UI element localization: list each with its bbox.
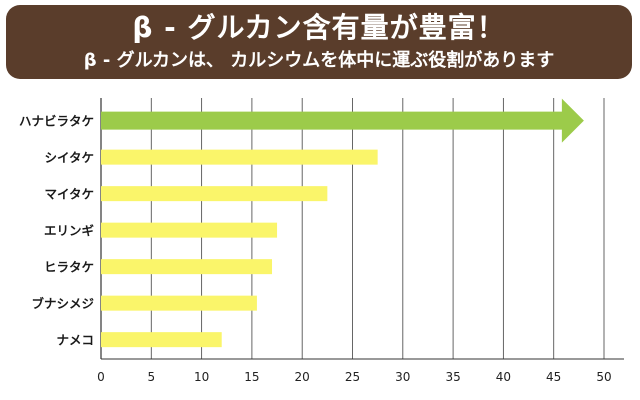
x-tick-label: 5 — [147, 370, 155, 384]
x-tick-label: 45 — [546, 370, 561, 384]
x-tick-label: 50 — [596, 370, 611, 384]
category-label: エリンギ — [44, 223, 95, 238]
x-tick-label: 40 — [496, 370, 511, 384]
bar — [101, 259, 273, 275]
category-label: ブナシメジ — [31, 296, 94, 311]
x-tick-label: 0 — [97, 370, 105, 384]
category-label: ハナビラタケ — [19, 114, 94, 129]
x-tick-label: 25 — [345, 370, 360, 384]
chart-title: β - グルカン含有量が豊富！ — [132, 11, 506, 44]
x-tick-label: 15 — [244, 370, 259, 384]
chart-subtitle: β - グルカンは、 カルシウムを体中に運ぶ役割があります — [83, 50, 555, 71]
bar-highlight-arrow — [101, 98, 584, 143]
bar — [101, 222, 278, 238]
bar — [101, 295, 257, 311]
category-label: ナメコ — [56, 333, 94, 348]
bar — [101, 332, 222, 348]
x-tick-label: 30 — [395, 370, 410, 384]
x-tick-label: 35 — [445, 370, 460, 384]
bar — [101, 186, 328, 202]
category-label: マイタケ — [44, 187, 94, 202]
bars-layer — [101, 98, 584, 348]
category-label: ヒラタケ — [44, 260, 94, 275]
title-banner: β - グルカン含有量が豊富！ β - グルカンは、 カルシウムを体中に運ぶ役割… — [6, 5, 632, 79]
x-tick-label: 20 — [295, 370, 310, 384]
bar — [101, 149, 378, 165]
ticks-layer: 0 5 10 15 20 25 30 35 40 45 50 — [97, 370, 611, 384]
x-tick-label: 10 — [194, 370, 209, 384]
category-label: シイタケ — [44, 150, 94, 165]
